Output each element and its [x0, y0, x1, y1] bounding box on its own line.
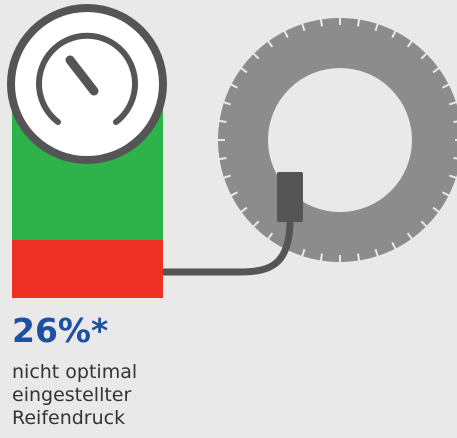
tread: [252, 52, 260, 60]
tread: [432, 66, 441, 74]
tread: [449, 101, 457, 106]
tread: [301, 22, 306, 31]
tread: [442, 191, 451, 197]
tread: [420, 220, 428, 228]
tread: [449, 174, 457, 179]
tread: [229, 191, 238, 197]
cable: [156, 216, 294, 276]
tread: [239, 206, 248, 214]
tread: [420, 52, 428, 60]
tread: [453, 120, 457, 123]
tread: [442, 83, 451, 89]
description-line: eingestellter: [12, 384, 131, 406]
description-line: Reifendruck: [12, 407, 125, 429]
tread: [374, 249, 379, 258]
tread: [239, 66, 248, 74]
headline: 26%*: [12, 311, 108, 350]
gauge-needle: [65, 55, 99, 96]
tread: [391, 29, 397, 38]
tread: [391, 242, 397, 251]
tread: [266, 39, 274, 48]
sensor: [277, 172, 303, 222]
tread: [218, 119, 227, 123]
bar-bad: [12, 240, 163, 298]
tire-ring: [218, 18, 457, 262]
tread: [406, 39, 414, 48]
tire: [217, 17, 457, 263]
tread: [374, 22, 379, 31]
tread: [222, 174, 231, 179]
tread: [266, 232, 274, 241]
tread: [319, 253, 323, 262]
tread: [301, 249, 306, 258]
tread: [357, 18, 361, 27]
tire-treads: [217, 17, 457, 263]
tread: [319, 18, 323, 27]
tread: [453, 157, 457, 160]
tread: [432, 206, 441, 214]
tread: [252, 220, 260, 228]
tread: [229, 83, 238, 89]
gauge-dial: [36, 32, 138, 125]
description-line: nicht optimal: [12, 361, 137, 383]
gauge: [7, 4, 167, 164]
tread: [222, 101, 231, 106]
tread: [357, 253, 361, 262]
tread: [406, 232, 414, 241]
tread: [283, 29, 289, 38]
tread: [218, 157, 227, 161]
